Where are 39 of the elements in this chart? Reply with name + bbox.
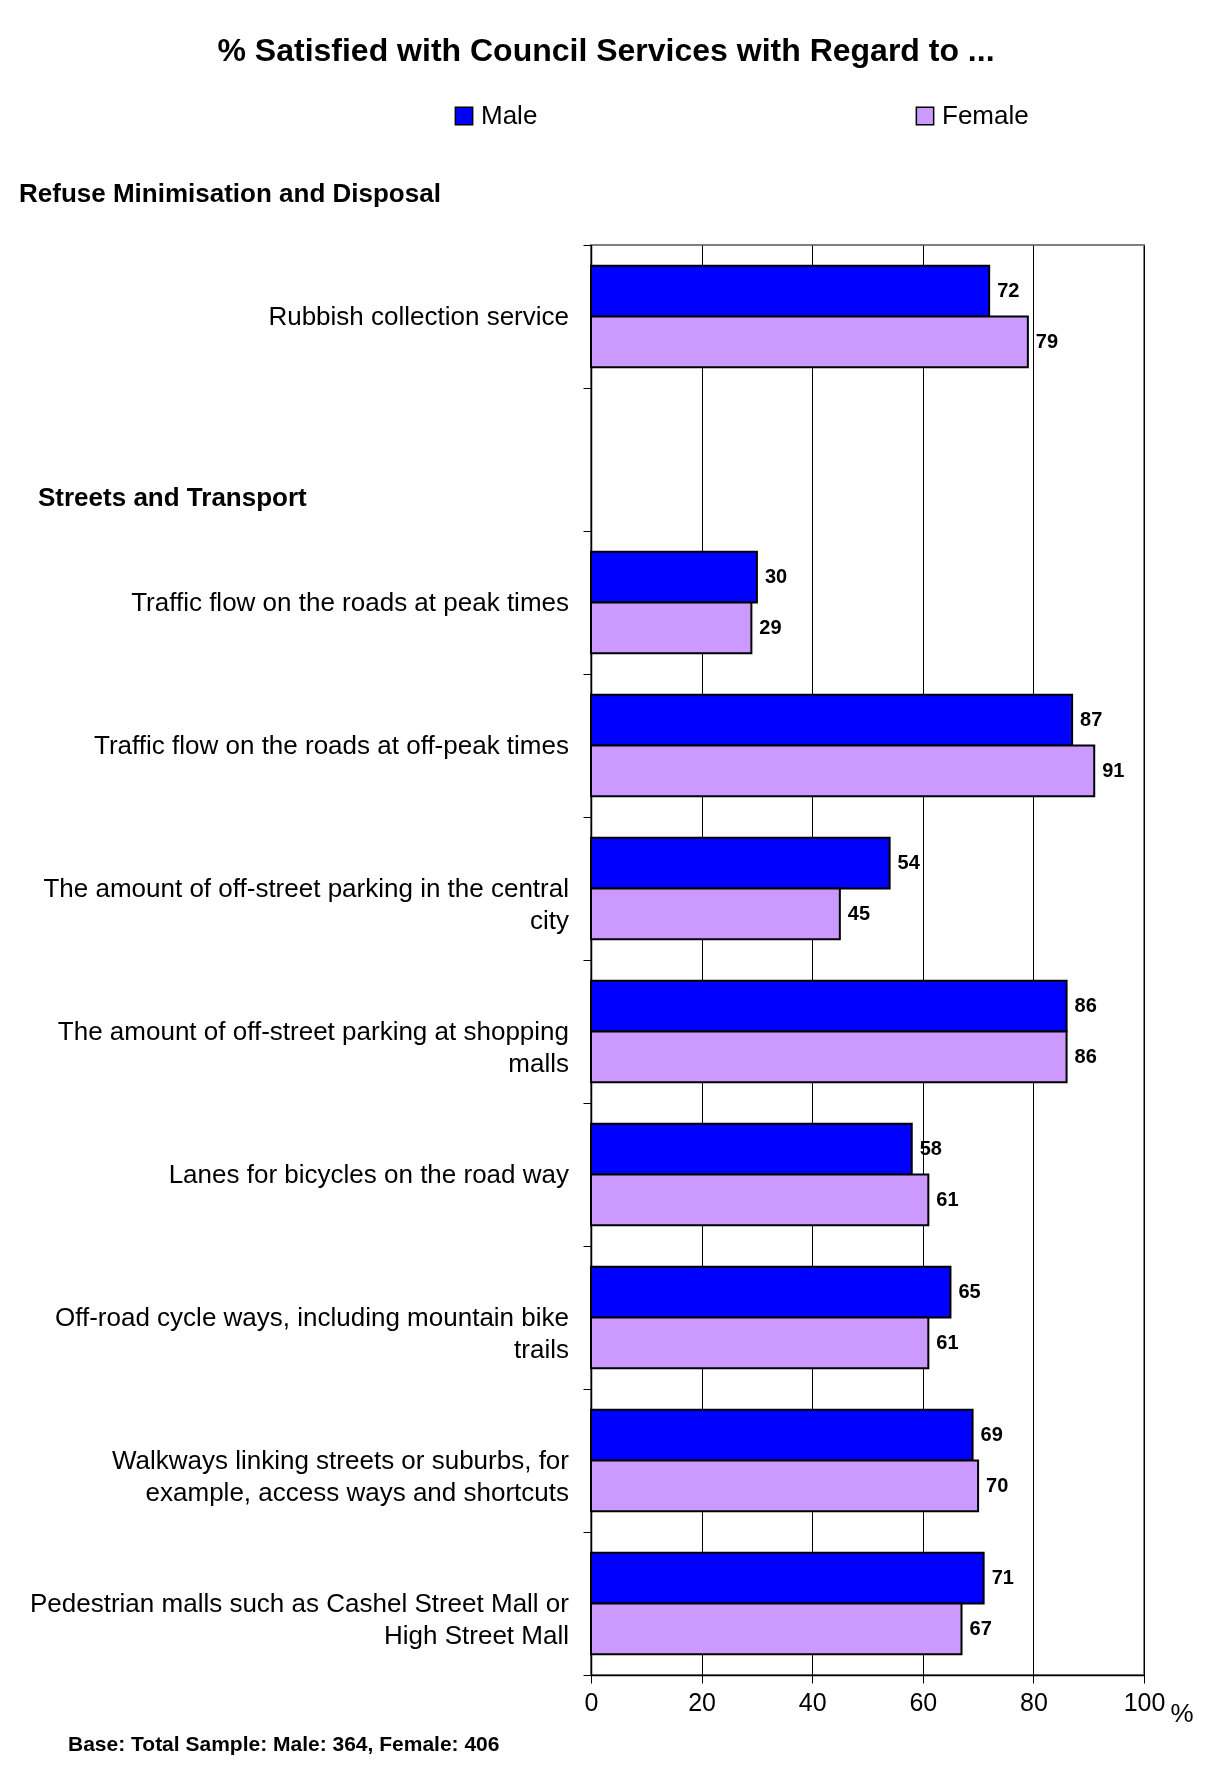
data-label: 29 [759, 615, 782, 638]
data-label: 86 [1074, 1044, 1097, 1067]
x-tick-label: 0 [584, 1687, 599, 1716]
text: Refuse Minimisation and Disposal [19, 178, 441, 208]
x-tick-label: 100 [1123, 1687, 1166, 1716]
data-label: 69 [980, 1423, 1003, 1446]
text: Base: Total Sample: Male: 364, Female: 406 [68, 1732, 500, 1755]
x-axis-title: % [1170, 1697, 1194, 1728]
chart-title: % Satisfied with Council Services with Regard to ... [217, 32, 995, 68]
x-tick-label: 60 [909, 1687, 938, 1716]
y-tick-label: Pedestrian malls such as Cashel Street Mall or High Street Mall [29, 1587, 570, 1650]
y-tick-label: The amount of off-street parking in the central city [43, 872, 569, 935]
data-label: 61 [936, 1330, 959, 1353]
data-label: 91 [1102, 758, 1125, 781]
y-tick-label: The amount of off-street parking at shopping malls [57, 1015, 569, 1078]
x-tick-label: 20 [688, 1687, 717, 1716]
text: Streets and Transport [38, 481, 308, 512]
data-label: 45 [847, 901, 871, 924]
data-label: 87 [1080, 708, 1103, 731]
legend-label: Female [942, 100, 1029, 130]
data-label: 67 [969, 1616, 992, 1639]
y-tick-label: Walkways linking streets or suburbs, for example, access ways and shortcuts [111, 1444, 570, 1507]
data-label: 70 [986, 1473, 1009, 1496]
x-tick-label: 80 [1019, 1687, 1048, 1716]
data-label: 86 [1074, 994, 1097, 1017]
data-label: 71 [991, 1566, 1014, 1589]
data-label: 54 [897, 851, 921, 874]
y-tick-label: Lanes for bicycles on the road way [168, 1158, 569, 1189]
y-tick-label: Traffic flow on the roads at off-peak times [94, 729, 569, 760]
data-label: 72 [997, 279, 1020, 302]
x-tick-label: 40 [798, 1687, 827, 1716]
data-label: 61 [936, 1187, 959, 1210]
data-label: 79 [1035, 329, 1059, 352]
y-tick-label: Off-road cycle ways, including mountain bike trails [55, 1301, 569, 1364]
y-tick-label: Rubbish collection service [268, 300, 569, 331]
legend-label: Male [481, 100, 538, 130]
y-tick-label: Traffic flow on the roads at peak times [131, 586, 569, 617]
data-label: 30 [764, 565, 788, 588]
data-label: 65 [958, 1280, 981, 1303]
